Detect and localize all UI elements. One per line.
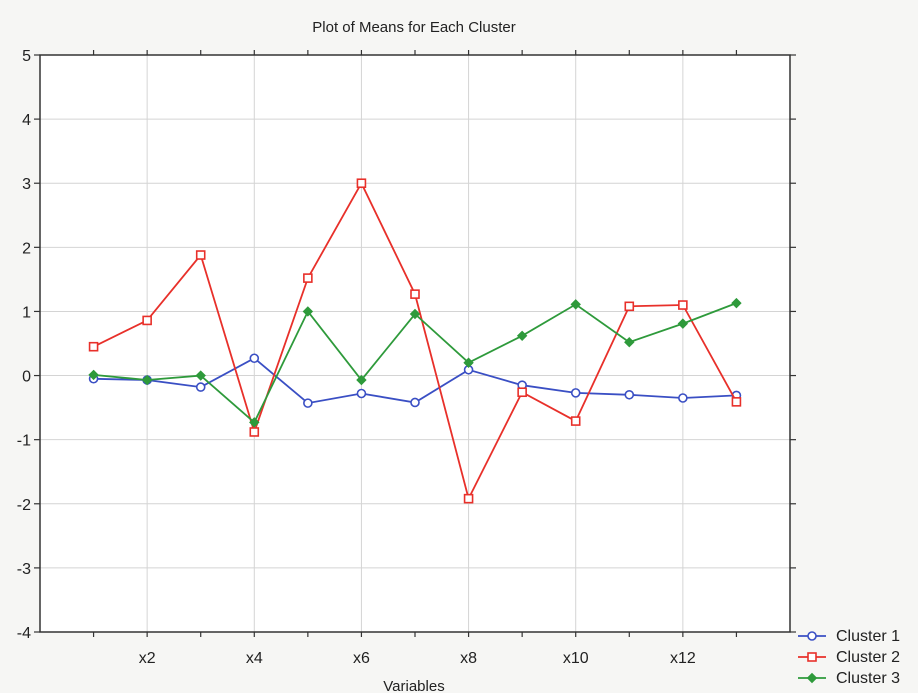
data-point-cluster-3 [141,374,153,386]
data-point-cluster-1 [249,353,260,364]
legend-marker [807,631,817,641]
data-point-cluster-3 [195,370,206,381]
data-point-cluster-3 [463,357,474,368]
data-point-cluster-3 [302,306,314,317]
data-point-cluster-1 [624,389,635,400]
y-tick-label: 0 [22,369,31,386]
data-point-cluster-2 [142,315,152,326]
chart-title: Plot of Means for Each Cluster [312,19,515,36]
data-point-cluster-2 [195,250,206,260]
data-point-cluster-3 [88,369,99,381]
data-point-cluster-2 [88,341,99,352]
data-point-cluster-1 [678,393,688,403]
data-point-cluster-3 [249,417,260,428]
data-point-cluster-2 [463,493,474,504]
x-axis-label: Variables [383,678,444,693]
data-point-cluster-2 [410,289,420,299]
x-tick-label: x6 [353,650,370,667]
y-tick-label: 5 [22,48,31,65]
data-point-cluster-2 [249,427,260,437]
data-point-cluster-3 [677,318,689,329]
x-tick-label: x4 [246,650,263,667]
data-point-cluster-2 [517,387,527,398]
data-point-cluster-3 [356,374,367,386]
data-point-cluster-1 [303,398,313,408]
data-point-cluster-1 [356,388,367,399]
y-tick-label: -4 [17,625,31,642]
y-tick-label: 3 [22,176,31,193]
y-tick-label: -1 [17,433,31,450]
legend-marker [807,652,817,662]
data-point-cluster-2 [624,301,635,312]
data-point-cluster-2 [678,300,688,310]
legend-marker [806,672,818,684]
data-point-cluster-2 [570,416,581,426]
data-point-cluster-1 [570,388,581,398]
data-point-cluster-3 [731,297,742,309]
legend: Cluster 1 Cluster 2 Cluster 3 [798,628,900,687]
x-tick-label: x12 [670,650,696,667]
legend-label: Cluster 1 [836,628,900,645]
data-point-cluster-2 [731,397,742,407]
x-tick-label: x8 [460,650,477,667]
data-point-cluster-1 [410,397,420,408]
data-point-cluster-3 [570,299,581,310]
data-point-cluster-2 [303,273,313,283]
x-tick-label: x2 [139,650,156,667]
y-tick-label: -3 [17,561,31,578]
y-tick-label: 4 [22,112,31,129]
y-tick-label: -2 [17,497,31,514]
y-tick-label: 2 [22,240,31,257]
y-tick-label: 1 [22,304,31,321]
legend-label: Cluster 2 [836,649,900,666]
data-point-cluster-2 [356,178,367,189]
data-point-cluster-3 [516,330,528,342]
data-point-cluster-1 [195,382,206,392]
x-tick-label: x10 [563,650,589,667]
plot-area [40,55,790,632]
legend-label: Cluster 3 [836,670,900,687]
data-point-cluster-3 [624,337,635,348]
data-point-cluster-3 [409,308,421,320]
